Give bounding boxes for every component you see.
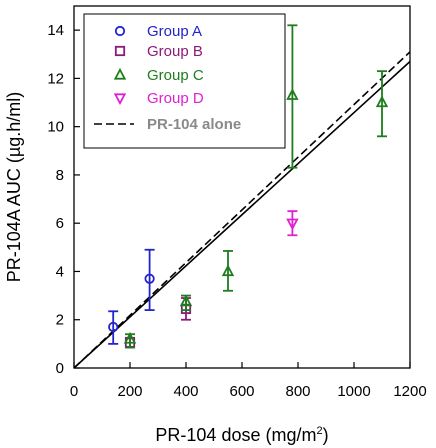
x-axis-title: PR-104 dose (mg/m2) <box>155 425 328 445</box>
series-group-a <box>108 248 155 345</box>
data-point <box>144 273 155 284</box>
series-layer <box>108 24 389 349</box>
x-tick-label: 400 <box>173 383 198 400</box>
legend-label: Group C <box>147 67 204 84</box>
x-tick-label: 1000 <box>337 383 370 400</box>
lines-layer <box>74 51 410 368</box>
legend-box <box>83 13 286 149</box>
x-axis-title-end: ) <box>323 425 329 445</box>
x-tick-label: 200 <box>117 383 142 400</box>
y-tick-label: 14 <box>47 22 64 39</box>
error-bar <box>108 310 119 345</box>
data-point <box>108 321 119 333</box>
x-tick-label: 1200 <box>393 383 426 400</box>
error-bar <box>287 210 298 237</box>
y-tick-label: 0 <box>56 360 64 377</box>
y-tick-label: 10 <box>47 119 64 136</box>
data-point <box>123 331 137 344</box>
legend-marker <box>113 67 127 80</box>
legend-marker <box>114 45 126 57</box>
y-tick-label: 6 <box>56 215 64 232</box>
legend-label: PR-104 alone <box>147 116 241 133</box>
x-axis: 0 200 400 600 800 1000 1200 <box>70 362 427 400</box>
error-bar <box>287 24 298 169</box>
series-group-d <box>286 210 299 237</box>
solid-fit-line <box>74 60 410 368</box>
y-tick-label: 4 <box>56 263 64 280</box>
x-axis-title-superscript: 2 <box>316 425 322 437</box>
dashed-reference-line <box>74 51 410 368</box>
series-group-c <box>123 24 389 349</box>
error-bar <box>144 248 155 311</box>
x-tick-label: 0 <box>70 383 78 400</box>
x-tick-label: 600 <box>229 383 254 400</box>
error-bar <box>377 70 387 138</box>
legend-label: Group A <box>147 23 202 40</box>
data-point <box>179 294 193 307</box>
x-tick-label: 800 <box>285 383 310 400</box>
data-point <box>221 264 235 277</box>
legend-marker <box>114 25 126 37</box>
error-bar <box>223 250 233 292</box>
y-tick-label: 8 <box>56 167 64 184</box>
legend-label: Group B <box>147 43 203 60</box>
y-tick-label: 12 <box>47 70 64 87</box>
x-axis-title-main: PR-104 dose (mg/m <box>155 425 316 445</box>
data-point <box>286 88 299 100</box>
y-axis: 0 2 4 6 8 10 12 14 <box>47 22 80 377</box>
y-axis-title: PR-104A AUC (µg.h/ml) <box>4 92 24 282</box>
legend-label: Group D <box>147 90 204 107</box>
data-point <box>375 95 389 108</box>
data-point <box>286 218 299 231</box>
legend: Group A Group B Group C Group D PR-104 alone <box>83 13 286 149</box>
y-tick-label: 2 <box>56 312 64 329</box>
legend-marker <box>113 93 127 106</box>
